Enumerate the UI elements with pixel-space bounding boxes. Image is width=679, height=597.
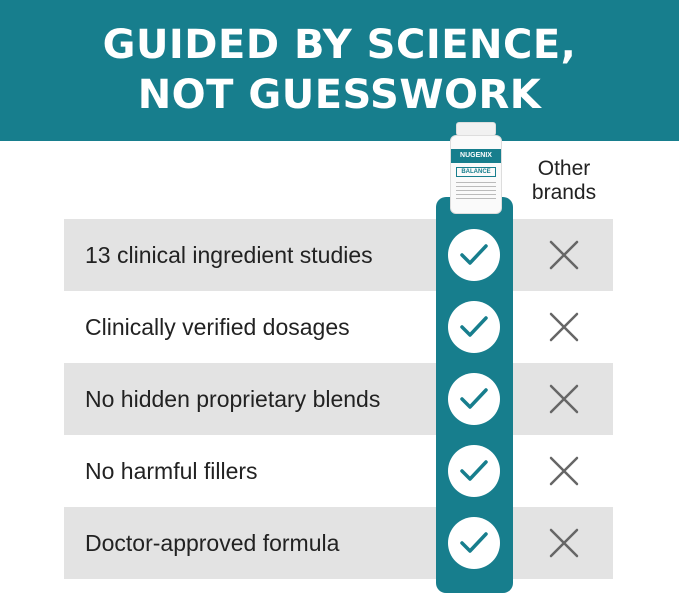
check-icon [448,373,500,425]
headline-banner: GUIDED BY SCIENCE, NOT GUESSWORK [0,0,679,141]
x-icon [549,384,579,419]
row-label: 13 clinical ingredient studies [85,242,373,268]
row-label: No harmful fillers [85,458,258,484]
headline-line-2: NOT GUESSWORK [137,72,542,118]
check-icon [448,445,500,497]
other-brands-header: Other brands [531,157,597,204]
check-icon [448,517,500,569]
row-label: Clinically verified dosages [85,314,350,340]
x-icon [549,240,579,275]
x-icon [549,456,579,491]
x-icon [549,528,579,563]
row-label: Doctor-approved formula [85,530,340,556]
check-icon [448,229,500,281]
product-bottle-image: NUGENIX BALANCE [450,122,502,214]
bottle-product-name: BALANCE [456,167,496,177]
comparison-row: Doctor-approved formula [64,507,613,579]
comparison-row: 13 clinical ingredient studies [64,219,613,291]
bottle-brand: NUGENIX [451,149,501,163]
comparison-row: No harmful fillers [64,435,613,507]
x-icon [549,312,579,347]
headline-line-1: GUIDED BY SCIENCE, [102,22,577,68]
check-icon [448,301,500,353]
comparison-row: Clinically verified dosages [64,291,613,363]
comparison-row: No hidden proprietary blends [64,363,613,435]
row-label: No hidden proprietary blends [85,386,381,412]
